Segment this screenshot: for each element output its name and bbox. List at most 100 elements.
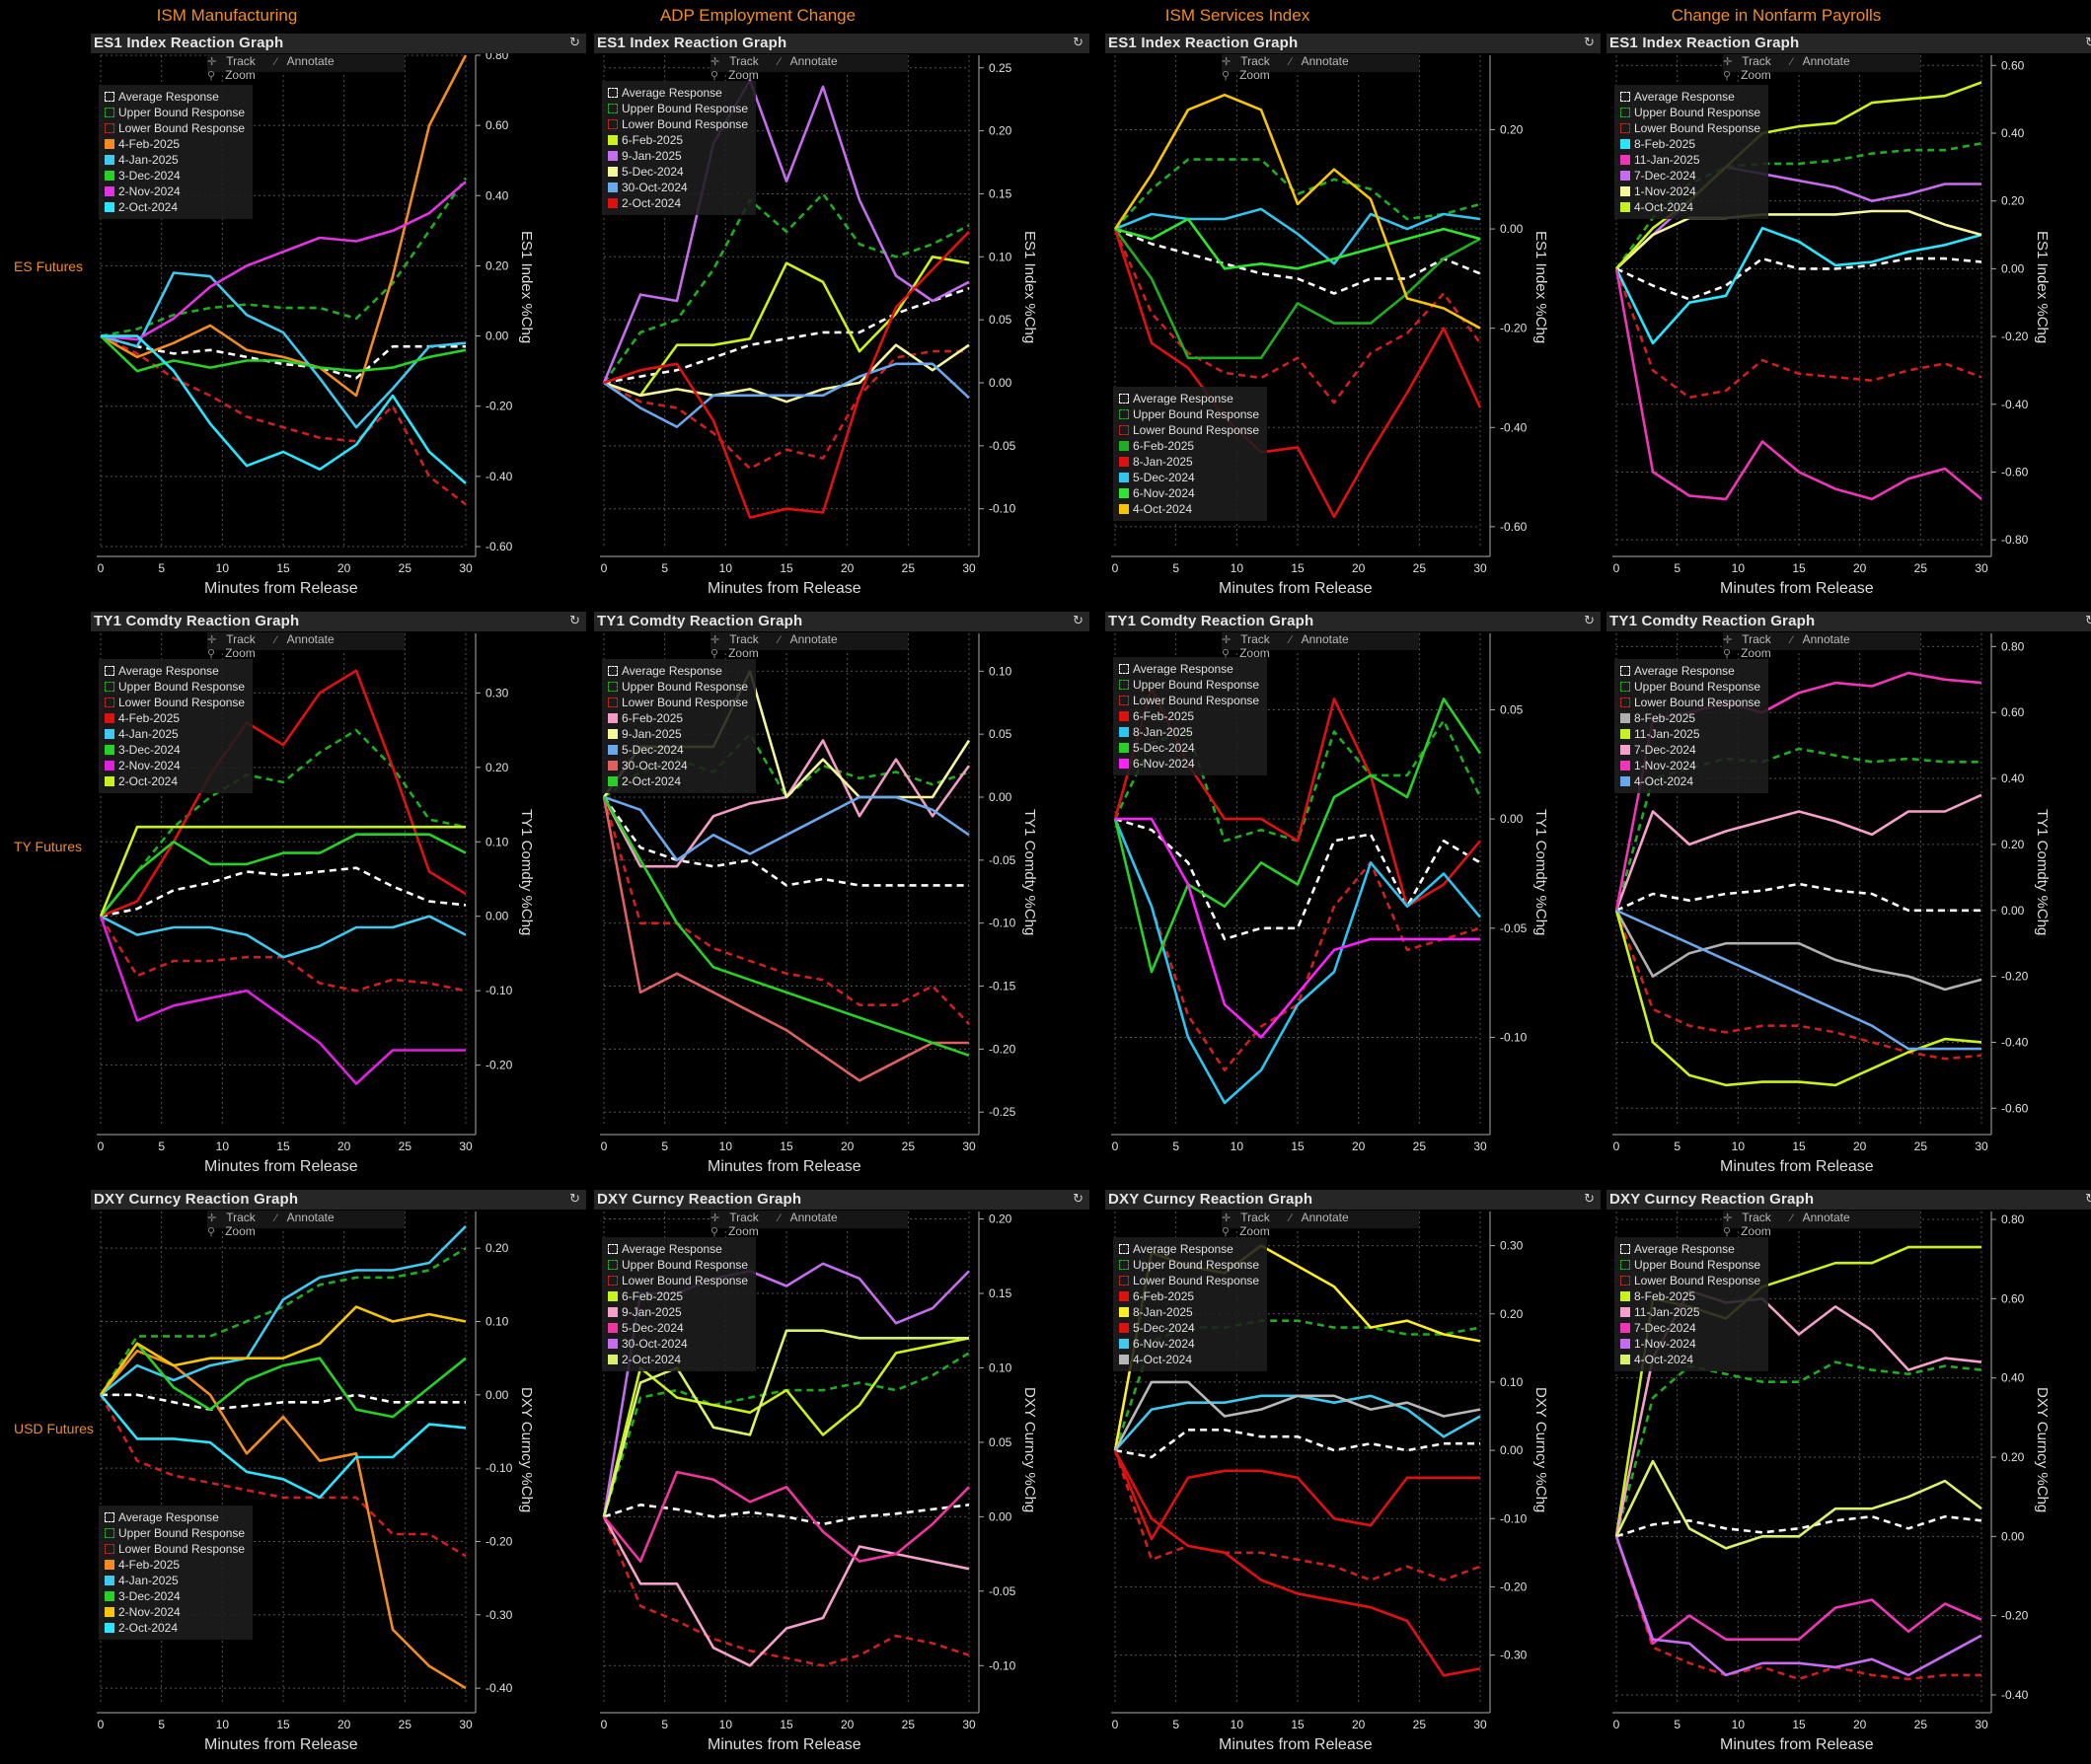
legend-entry[interactable]: 9-Jan-2025 (608, 148, 748, 164)
zoom-button[interactable]: ⚲ Zoom (1222, 646, 1280, 660)
legend-entry[interactable]: Average Response (105, 663, 245, 679)
legend-entry[interactable]: 5-Dec-2024 (1119, 740, 1259, 756)
legend-entry[interactable]: 4-Oct-2024 (1119, 501, 1259, 517)
legend-entry[interactable]: 11-Jan-2025 (1620, 726, 1760, 742)
zoom-button[interactable]: ⚲ Zoom (207, 646, 265, 660)
legend-entry[interactable]: Lower Bound Response (608, 116, 748, 132)
legend-entry[interactable]: 1-Nov-2024 (1620, 1336, 1760, 1352)
zoom-button[interactable]: ⚲ Zoom (1723, 68, 1781, 82)
annotate-button[interactable]: ∕ Annotate (275, 54, 344, 68)
legend-entry[interactable]: 5-Dec-2024 (608, 1320, 748, 1336)
legend-entry[interactable]: 30-Oct-2024 (608, 758, 748, 773)
legend-entry[interactable]: 7-Dec-2024 (1620, 168, 1760, 184)
refresh-icon[interactable]: ↻ (2085, 36, 2091, 50)
legend-entry[interactable]: Upper Bound Response (608, 101, 748, 116)
legend-entry[interactable]: 5-Dec-2024 (1119, 470, 1259, 485)
legend-entry[interactable]: Lower Bound Response (1119, 422, 1259, 438)
legend-entry[interactable]: 2-Oct-2024 (608, 195, 748, 211)
legend-entry[interactable]: 30-Oct-2024 (608, 180, 748, 195)
annotate-button[interactable]: ∕ Annotate (1290, 54, 1359, 68)
legend-entry[interactable]: 7-Dec-2024 (1620, 1320, 1760, 1336)
legend-entry[interactable]: 4-Oct-2024 (1620, 199, 1760, 215)
annotate-button[interactable]: ∕ Annotate (779, 54, 848, 68)
legend-entry[interactable]: 2-Nov-2024 (105, 1604, 245, 1620)
refresh-icon[interactable]: ↻ (2085, 614, 2091, 628)
legend-entry[interactable]: Upper Bound Response (1119, 677, 1259, 693)
legend-entry[interactable]: 3-Dec-2024 (105, 1588, 245, 1604)
legend-entry[interactable]: 2-Oct-2024 (105, 1620, 245, 1636)
legend-entry[interactable]: 1-Nov-2024 (1620, 758, 1760, 773)
legend-entry[interactable]: Upper Bound Response (608, 1257, 748, 1273)
legend-entry[interactable]: 4-Oct-2024 (1620, 1352, 1760, 1367)
legend-entry[interactable]: 4-Feb-2025 (105, 1557, 245, 1573)
legend-entry[interactable]: 2-Nov-2024 (105, 758, 245, 773)
legend-entry[interactable]: Upper Bound Response (1620, 1257, 1760, 1273)
legend-entry[interactable]: 9-Jan-2025 (608, 726, 748, 742)
annotate-button[interactable]: ∕ Annotate (275, 1211, 344, 1224)
annotate-button[interactable]: ∕ Annotate (1791, 54, 1860, 68)
legend-entry[interactable]: Lower Bound Response (1119, 693, 1259, 708)
refresh-icon[interactable]: ↻ (569, 36, 580, 50)
annotate-button[interactable]: ∕ Annotate (1791, 1211, 1860, 1224)
legend-entry[interactable]: 8-Feb-2025 (1620, 136, 1760, 152)
annotate-button[interactable]: ∕ Annotate (1290, 1211, 1359, 1224)
legend-entry[interactable]: Average Response (1119, 661, 1259, 677)
legend-entry[interactable]: 4-Jan-2025 (105, 1573, 245, 1588)
legend-entry[interactable]: Average Response (608, 1241, 748, 1257)
track-button[interactable]: ✛ Track (207, 54, 265, 68)
legend-entry[interactable]: 5-Dec-2024 (1119, 1320, 1259, 1336)
zoom-button[interactable]: ⚲ Zoom (1222, 1224, 1280, 1238)
zoom-button[interactable]: ⚲ Zoom (710, 68, 769, 82)
track-button[interactable]: ✛ Track (1222, 632, 1280, 646)
zoom-button[interactable]: ⚲ Zoom (710, 646, 769, 660)
legend-entry[interactable]: 4-Jan-2025 (105, 726, 245, 742)
refresh-icon[interactable]: ↻ (1584, 614, 1595, 628)
annotate-button[interactable]: ∕ Annotate (1791, 632, 1860, 646)
legend-entry[interactable]: 5-Dec-2024 (608, 164, 748, 180)
legend-entry[interactable]: 4-Jan-2025 (105, 152, 245, 168)
legend-entry[interactable]: Upper Bound Response (1119, 406, 1259, 422)
legend-entry[interactable]: Upper Bound Response (105, 105, 245, 120)
legend-entry[interactable]: 4-Oct-2024 (1620, 773, 1760, 789)
refresh-icon[interactable]: ↻ (1584, 36, 1595, 50)
legend-entry[interactable]: 11-Jan-2025 (1620, 152, 1760, 168)
legend-entry[interactable]: Upper Bound Response (1620, 105, 1760, 120)
legend-entry[interactable]: 6-Feb-2025 (1119, 708, 1259, 724)
legend-entry[interactable]: Average Response (608, 85, 748, 101)
legend-entry[interactable]: 2-Oct-2024 (105, 199, 245, 215)
legend-entry[interactable]: 6-Nov-2024 (1119, 756, 1259, 772)
legend-entry[interactable]: 8-Feb-2025 (1620, 1288, 1760, 1304)
refresh-icon[interactable]: ↻ (2085, 1192, 2091, 1207)
legend-entry[interactable]: 1-Nov-2024 (1620, 184, 1760, 199)
legend-entry[interactable]: Upper Bound Response (608, 679, 748, 695)
track-button[interactable]: ✛ Track (1222, 54, 1280, 68)
track-button[interactable]: ✛ Track (207, 1211, 265, 1224)
legend-entry[interactable]: Lower Bound Response (105, 695, 245, 710)
legend-entry[interactable]: 4-Oct-2024 (1119, 1352, 1259, 1367)
track-button[interactable]: ✛ Track (1723, 1211, 1781, 1224)
legend-entry[interactable]: 7-Dec-2024 (1620, 742, 1760, 758)
legend-entry[interactable]: 6-Feb-2025 (1119, 1288, 1259, 1304)
legend-entry[interactable]: Upper Bound Response (1119, 1257, 1259, 1273)
track-button[interactable]: ✛ Track (1723, 632, 1781, 646)
legend-entry[interactable]: 11-Jan-2025 (1620, 1304, 1760, 1320)
track-button[interactable]: ✛ Track (710, 54, 769, 68)
legend-entry[interactable]: Lower Bound Response (608, 1273, 748, 1288)
annotate-button[interactable]: ∕ Annotate (1290, 632, 1359, 646)
legend-entry[interactable]: 6-Feb-2025 (608, 132, 748, 148)
legend-entry[interactable]: Lower Bound Response (1620, 695, 1760, 710)
annotate-button[interactable]: ∕ Annotate (779, 632, 848, 646)
zoom-button[interactable]: ⚲ Zoom (1222, 68, 1280, 82)
legend-entry[interactable]: Lower Bound Response (1119, 1273, 1259, 1288)
legend-entry[interactable]: 6-Nov-2024 (1119, 1336, 1259, 1352)
legend-entry[interactable]: 4-Feb-2025 (105, 710, 245, 726)
legend-entry[interactable]: 8-Jan-2025 (1119, 724, 1259, 740)
legend-entry[interactable]: Average Response (105, 1509, 245, 1525)
legend-entry[interactable]: 30-Oct-2024 (608, 1336, 748, 1352)
refresh-icon[interactable]: ↻ (1584, 1192, 1595, 1207)
zoom-button[interactable]: ⚲ Zoom (207, 68, 265, 82)
legend-entry[interactable]: Average Response (105, 89, 245, 105)
legend-entry[interactable]: Average Response (1119, 1241, 1259, 1257)
legend-entry[interactable]: 2-Oct-2024 (105, 773, 245, 789)
legend-entry[interactable]: 3-Dec-2024 (105, 168, 245, 184)
